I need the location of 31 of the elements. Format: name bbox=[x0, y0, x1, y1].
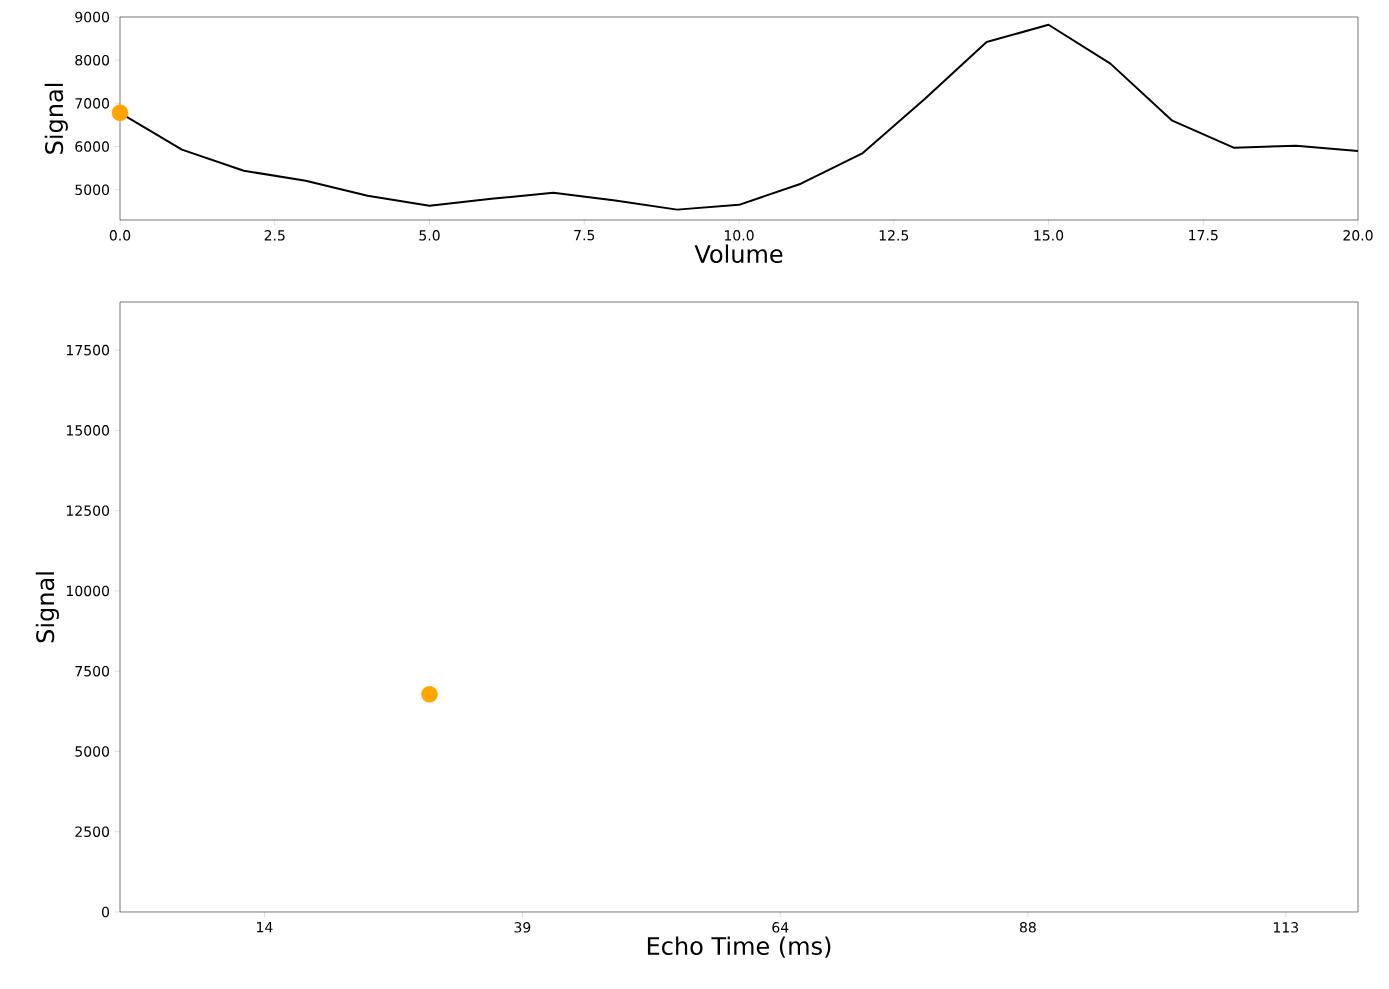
y-tick-label: 17500 bbox=[66, 344, 110, 356]
x-tick-label: 12.5 bbox=[879, 230, 909, 241]
y-tick-label: 10000 bbox=[66, 585, 110, 597]
x-tick-label: 17.5 bbox=[1189, 230, 1218, 241]
y-tick-label: 12500 bbox=[66, 505, 110, 516]
y-tick-label: 5000 bbox=[75, 184, 110, 196]
y-axis-title: Signal bbox=[35, 572, 59, 643]
x-tick-label: 15.0 bbox=[1034, 230, 1064, 241]
x-tick-label: 88 bbox=[1019, 922, 1036, 933]
y-tick-label: 7000 bbox=[75, 98, 110, 109]
x-tick-label: 113 bbox=[1273, 922, 1299, 933]
y-tick-label: 8000 bbox=[75, 54, 110, 66]
x-tick-label: 2.5 bbox=[264, 230, 285, 241]
y-tick-label: 2500 bbox=[75, 826, 110, 838]
x-axis-title: Echo Time (ms) bbox=[647, 936, 831, 958]
x-tick-label: 5.0 bbox=[419, 230, 440, 241]
x-tick-label: 64 bbox=[772, 922, 789, 933]
x-tick-label: 10.0 bbox=[724, 230, 754, 241]
x-tick-label: 7.5 bbox=[574, 230, 595, 241]
y-tick-label: 6000 bbox=[75, 141, 110, 152]
x-axis-title: Volume bbox=[694, 244, 783, 264]
y-tick-label: 5000 bbox=[75, 746, 110, 757]
x-tick-label: 20.0 bbox=[1343, 230, 1373, 241]
y-tick-label: 0 bbox=[101, 906, 110, 918]
x-tick-label: 0.0 bbox=[109, 230, 131, 241]
x-tick-label: 39 bbox=[514, 922, 531, 933]
y-tick-label: 9000 bbox=[75, 11, 110, 23]
y-axis-title: Signal bbox=[44, 83, 68, 154]
y-tick-label: 7500 bbox=[75, 665, 110, 677]
x-tick-label: 14 bbox=[257, 922, 273, 933]
y-tick-label: 15000 bbox=[66, 425, 110, 436]
